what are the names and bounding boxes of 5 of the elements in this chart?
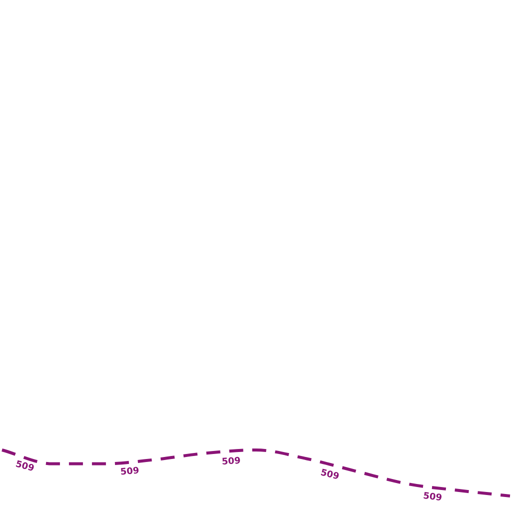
text: 509 xyxy=(422,491,442,504)
text: 509 xyxy=(319,468,340,482)
text: 509 xyxy=(120,466,140,478)
text: 509 xyxy=(222,456,241,468)
text: 509 xyxy=(14,460,36,474)
